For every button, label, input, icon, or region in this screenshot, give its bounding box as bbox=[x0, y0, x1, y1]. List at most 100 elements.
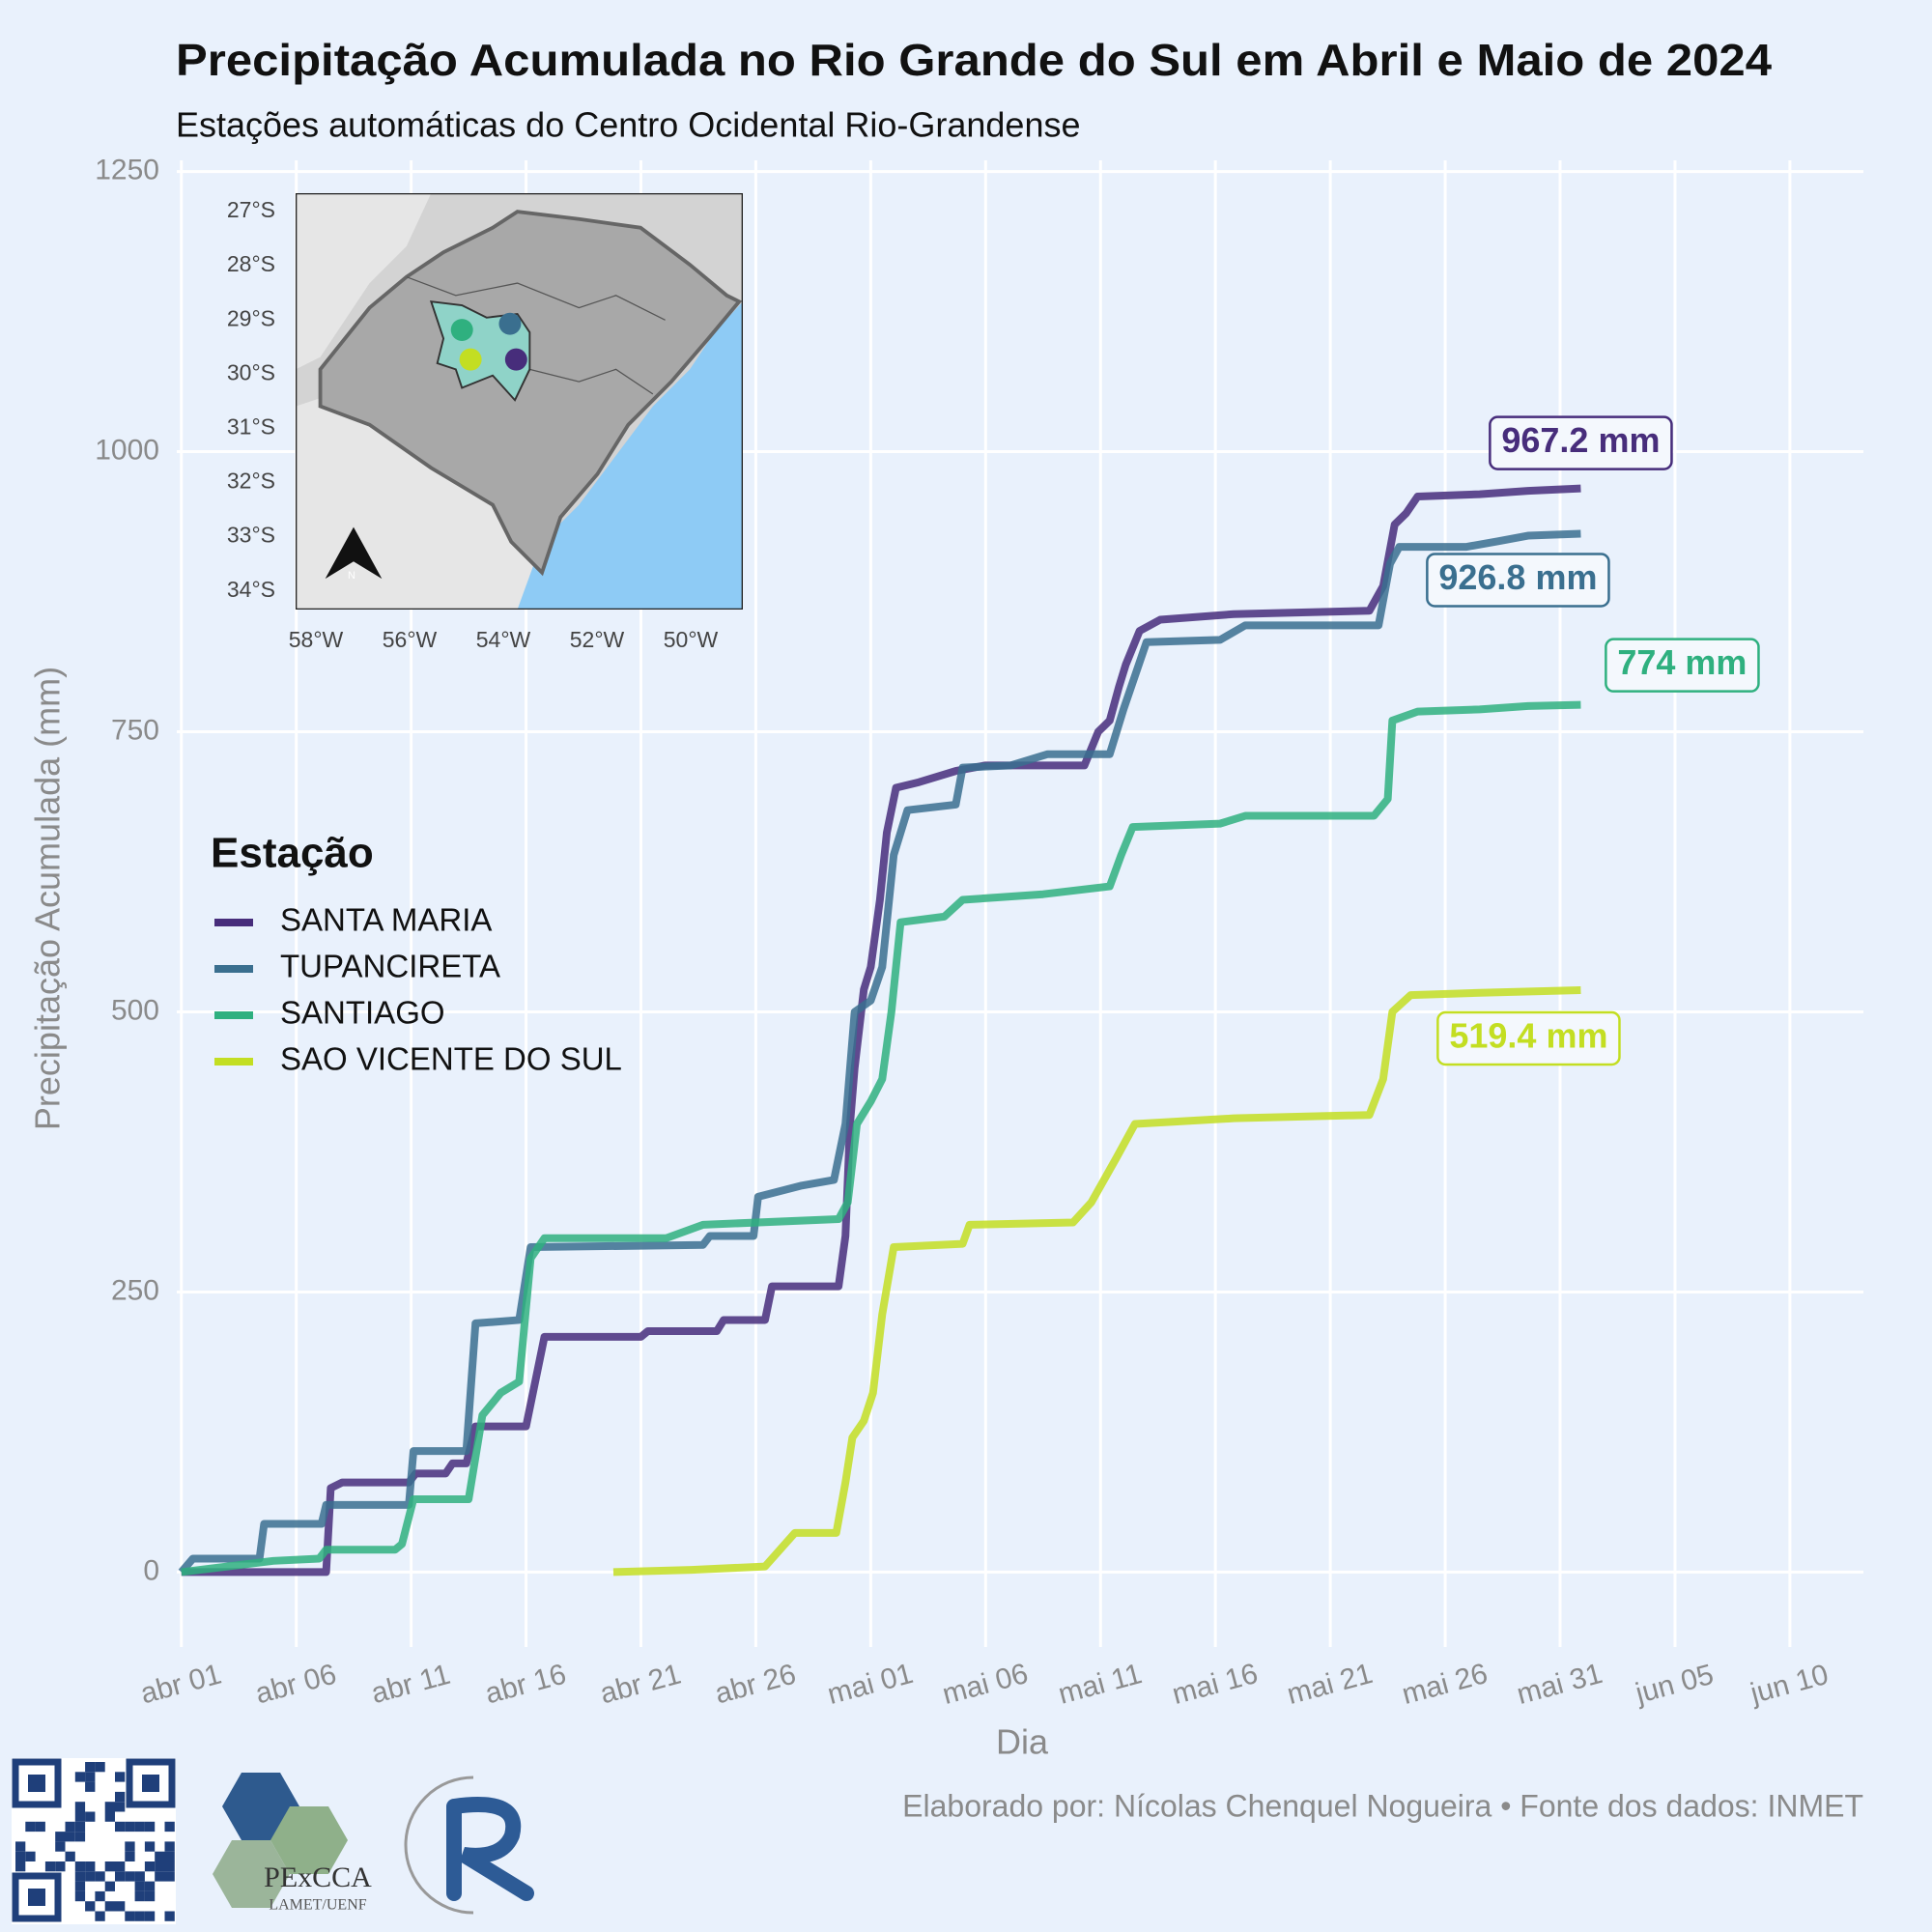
regions bbox=[406, 276, 666, 321]
qr-module bbox=[164, 1911, 175, 1921]
end-label: 774 mm bbox=[1605, 638, 1760, 693]
x-axis-title: Dia bbox=[996, 1722, 1049, 1762]
qr-module bbox=[74, 1821, 86, 1833]
footer: Elaborado por: Nícolas Chenquel Nogueira… bbox=[12, 1758, 1863, 1924]
qr-module bbox=[164, 1861, 175, 1872]
qr-module bbox=[74, 1772, 86, 1782]
station-santa-maria bbox=[504, 348, 527, 371]
north-arrow bbox=[325, 526, 383, 580]
end-label-text: 967.2 mm bbox=[1501, 420, 1660, 460]
qr-module bbox=[85, 1861, 96, 1872]
map-lon-label: 50°W bbox=[664, 627, 719, 652]
qr-finder bbox=[126, 1758, 176, 1808]
qr-module bbox=[74, 1861, 86, 1872]
map-lat-label: 33°S bbox=[227, 523, 275, 548]
end-label-box bbox=[1436, 1010, 1621, 1066]
qr-module bbox=[85, 1781, 96, 1792]
y-axis-title: Precipitação Acumulada (mm) bbox=[28, 667, 68, 1130]
qr-module bbox=[55, 1861, 66, 1872]
qr-module bbox=[104, 1802, 115, 1812]
qr-module bbox=[15, 1861, 26, 1872]
qr-module bbox=[55, 1832, 66, 1842]
legend: Estação SANTA MARIA TUPANCIRETA SANTIAGO SA… bbox=[211, 830, 622, 1077]
qr-module bbox=[155, 1861, 165, 1872]
station-tupancireta bbox=[498, 312, 522, 335]
qr-finder bbox=[12, 1872, 62, 1922]
qr-module bbox=[55, 1841, 66, 1852]
qr-module bbox=[85, 1772, 96, 1782]
qr-module bbox=[65, 1821, 75, 1833]
map-lat-label: 32°S bbox=[227, 469, 275, 494]
qr-module bbox=[125, 1911, 135, 1921]
qr-module bbox=[155, 1851, 165, 1861]
qr-module bbox=[164, 1841, 175, 1852]
qr-module bbox=[25, 1851, 36, 1861]
legend-label: TUPANCIRETA bbox=[280, 949, 500, 984]
qr-module bbox=[74, 1811, 86, 1822]
end-label-text: 774 mm bbox=[1617, 642, 1747, 682]
qr-module bbox=[25, 1821, 36, 1833]
plot-lines: 967.2 mm 926.8 mm 774 mm 519.4 mm bbox=[178, 415, 1760, 1577]
qr-code bbox=[12, 1758, 176, 1924]
series-line bbox=[181, 484, 1581, 1577]
qr-module bbox=[85, 1871, 96, 1882]
qr-module bbox=[74, 1871, 86, 1882]
qr-module bbox=[115, 1901, 126, 1912]
qr-module bbox=[144, 1861, 156, 1872]
qr-module bbox=[95, 1890, 105, 1902]
qr-module bbox=[144, 1911, 156, 1921]
regions bbox=[529, 368, 654, 395]
logo-text: PExCCA bbox=[264, 1861, 372, 1893]
qr-module bbox=[125, 1851, 135, 1861]
map-lat-label: 31°S bbox=[227, 413, 275, 439]
end-label-box bbox=[1605, 638, 1760, 693]
qr-module bbox=[104, 1881, 115, 1891]
y-tick-label: 0 bbox=[143, 1554, 159, 1586]
chart-subtitle: Estações automáticas do Centro Ocidental… bbox=[176, 105, 1081, 145]
qr-module bbox=[115, 1821, 126, 1833]
qr-module bbox=[104, 1861, 115, 1872]
qr-module bbox=[35, 1821, 45, 1833]
map-lat-label: 27°S bbox=[227, 197, 275, 222]
qr-module bbox=[15, 1841, 26, 1852]
end-label: 519.4 mm bbox=[1436, 1010, 1621, 1066]
qr-module bbox=[95, 1871, 105, 1882]
qr-module bbox=[74, 1881, 86, 1891]
map-frame bbox=[296, 193, 743, 610]
qr-module bbox=[85, 1762, 96, 1773]
qr-module bbox=[95, 1762, 105, 1773]
inset-map: N 27°S 28°S 29°S 30°S 31°S 32°S 33°S 34°S 58°W 56… bbox=[227, 193, 743, 652]
north-label: N bbox=[348, 570, 355, 582]
end-label: 926.8 mm bbox=[1426, 553, 1610, 608]
qr-module bbox=[115, 1772, 126, 1782]
qr-module bbox=[115, 1802, 126, 1812]
qr-module bbox=[85, 1901, 96, 1912]
qr-module bbox=[44, 1861, 56, 1872]
logo-r bbox=[446, 1797, 534, 1901]
qr-finder bbox=[28, 1775, 45, 1792]
logo-hex bbox=[213, 1840, 290, 1908]
y-tick-label: 500 bbox=[111, 994, 159, 1026]
argentina bbox=[296, 193, 432, 370]
qr-module bbox=[95, 1911, 105, 1921]
qr-module bbox=[125, 1821, 135, 1833]
credit: Elaborado por: Nícolas Chenquel Nogueira… bbox=[902, 1788, 1863, 1823]
station-sao-vicente bbox=[459, 348, 482, 371]
qr-module bbox=[65, 1832, 75, 1842]
qr-module bbox=[134, 1871, 145, 1882]
map-lat-label: 30°S bbox=[227, 359, 275, 384]
qr-module bbox=[104, 1811, 115, 1822]
y-tick-label: 250 bbox=[111, 1274, 159, 1306]
qr-module bbox=[164, 1851, 175, 1861]
qr-module bbox=[134, 1881, 145, 1891]
qr-module bbox=[15, 1851, 26, 1861]
map-lat-label: 34°S bbox=[227, 577, 275, 602]
qr-finder bbox=[28, 1889, 45, 1906]
map-lon-label: 56°W bbox=[383, 627, 438, 652]
qr-module bbox=[155, 1871, 165, 1882]
end-label: 967.2 mm bbox=[1489, 415, 1673, 470]
legend-label: SANTA MARIA bbox=[280, 902, 492, 938]
y-tick-label: 1250 bbox=[95, 155, 159, 186]
series-line bbox=[178, 529, 1581, 1576]
qr-module bbox=[164, 1821, 175, 1833]
